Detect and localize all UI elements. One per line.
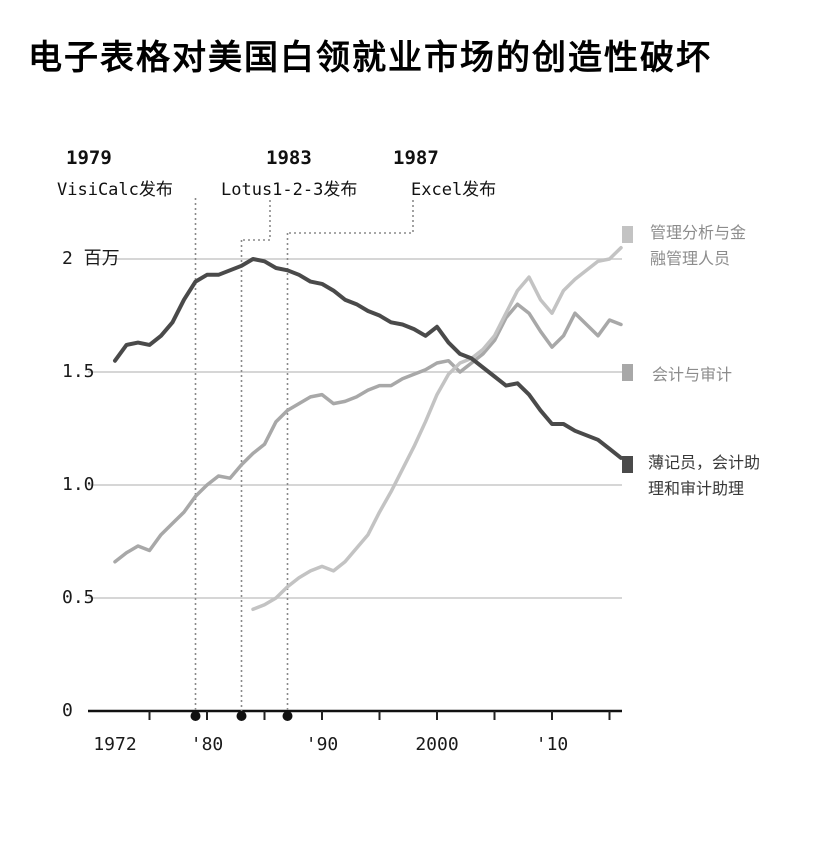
series-management	[251, 245, 623, 612]
series-accountants	[113, 302, 623, 564]
legend-label-accountants-line1: 会计与审计	[652, 365, 732, 384]
event-leader-1987	[288, 200, 414, 234]
x-tick-label: 2000	[415, 734, 458, 755]
y-tick-label: 2 百万	[62, 248, 120, 269]
series-bookkeepers	[113, 257, 623, 460]
x-ticks-layer: 1972 '80 '90 2000 '10	[93, 711, 611, 755]
legend-label-management-line1: 管理分析与金	[650, 223, 746, 242]
y-tick-label: 1.5	[62, 361, 95, 382]
legend-label-accountants: 会计与审计	[652, 365, 732, 384]
legend-label-bookkeepers-line1: 薄记员，会计助	[648, 453, 760, 472]
x-tick-label: '80	[191, 734, 224, 755]
x-tick-label: 1972	[93, 734, 136, 755]
event-label-visicalc: VisiCalc发布	[57, 180, 173, 200]
page-title: 电子表格对美国白领就业市场的创造性破坏	[28, 39, 712, 77]
series-layer	[113, 245, 623, 612]
event-year-excel: 1987	[393, 147, 439, 169]
y-tick-label: 0.5	[62, 587, 95, 608]
legend-marker-management	[622, 226, 633, 243]
event-leader-1983	[242, 200, 271, 241]
legend-label-management: 管理分析与金 融管理人员	[650, 223, 756, 268]
legend-marker-bookkeepers	[622, 456, 633, 473]
legend-label-management-line2: 融管理人员	[650, 249, 730, 268]
y-tick-label: 1.0	[62, 474, 95, 495]
legend-marker-accountants	[622, 364, 633, 381]
event-year-visicalc: 1979	[66, 147, 112, 169]
y-tick-label: 0	[62, 700, 73, 721]
legend-label-bookkeepers-line2: 理和审计助理	[648, 479, 744, 498]
event-label-lotus: Lotus1-2-3发布	[221, 180, 357, 200]
legend: 管理分析与金 融管理人员 会计与审计 薄记员，会计助 理和审计助理	[622, 223, 770, 498]
x-tick-label: '10	[536, 734, 569, 755]
grid-layer: 0 0.5 1.0 1.5 2 百万	[62, 248, 622, 721]
event-label-excel: Excel发布	[411, 180, 496, 200]
event-dot-1979	[190, 711, 201, 721]
legend-label-bookkeepers: 薄记员，会计助 理和审计助理	[648, 453, 770, 498]
event-year-lotus: 1983	[266, 147, 312, 169]
event-dot-1983	[236, 711, 247, 721]
event-dot-1987	[282, 711, 293, 721]
x-tick-label: '90	[306, 734, 339, 755]
